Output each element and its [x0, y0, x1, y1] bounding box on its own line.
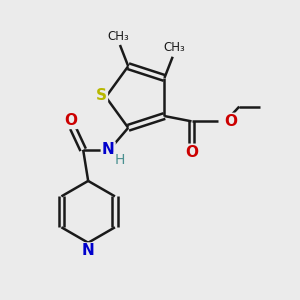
Text: S: S: [96, 88, 107, 103]
Text: CH₃: CH₃: [108, 30, 129, 43]
Text: O: O: [185, 145, 198, 160]
Text: O: O: [64, 113, 77, 128]
Text: CH₃: CH₃: [163, 41, 185, 54]
Text: N: N: [82, 244, 94, 259]
Text: O: O: [224, 114, 237, 129]
Text: H: H: [115, 153, 125, 166]
Text: N: N: [102, 142, 115, 158]
